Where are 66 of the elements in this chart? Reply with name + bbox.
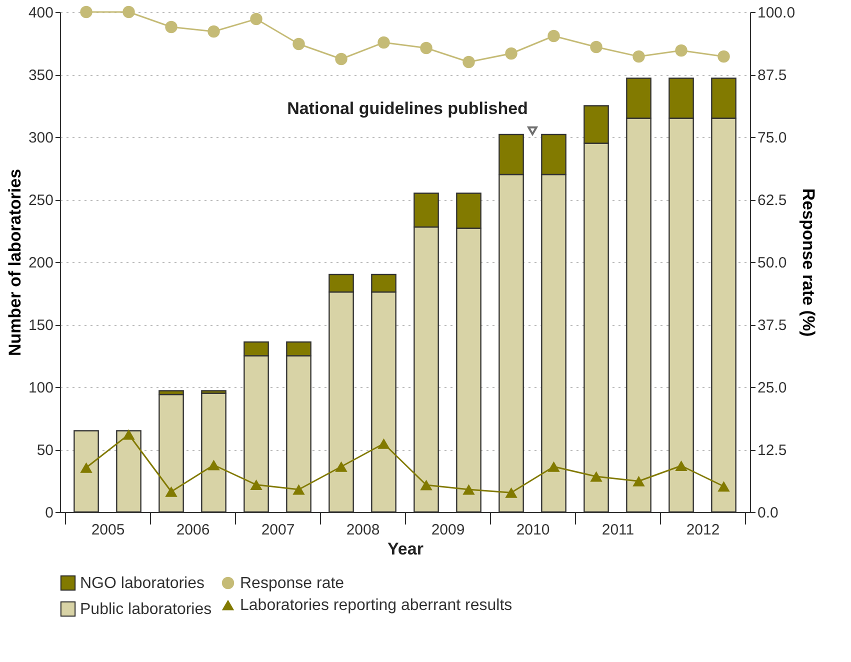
y2-tick-label: 100.0: [758, 4, 796, 22]
point: [292, 484, 305, 495]
legend-label: Public laboratories: [80, 601, 212, 618]
point: [718, 50, 730, 63]
point: [335, 461, 348, 472]
y-tick-label: 50: [36, 442, 54, 459]
point: [548, 30, 560, 42]
point: [675, 460, 688, 472]
y-axis-title: Number of laboratories: [5, 168, 24, 356]
point: [420, 42, 432, 54]
y-tick-label: 300: [28, 130, 54, 146]
x-tick-label: 2012: [686, 522, 720, 538]
legend-label: Laboratories reporting aberrant results: [240, 597, 512, 614]
point: [208, 460, 220, 470]
point: [590, 40, 602, 54]
y2-tick-label: 0.0: [758, 504, 778, 522]
point: [122, 6, 135, 18]
y2-tick-label: 50.0: [758, 254, 787, 272]
point: [590, 471, 602, 482]
y-tick-label: 150: [28, 317, 54, 334]
point: [632, 476, 645, 486]
annotation: National guidelines published: [287, 98, 528, 118]
point: [632, 50, 645, 63]
point: [378, 438, 390, 449]
point: [165, 486, 178, 497]
x-tick-label: 2006: [176, 522, 210, 538]
point: [505, 47, 518, 60]
point: [292, 38, 305, 50]
y-tick-label: 200: [28, 254, 54, 272]
x-tick-label: 2009: [431, 522, 465, 538]
point: [462, 56, 475, 68]
y-tick-label: 100: [28, 380, 54, 396]
point: [548, 461, 560, 472]
point: [250, 12, 262, 26]
x-axis-title: Year: [388, 540, 424, 558]
point: [675, 44, 688, 57]
point: [505, 487, 518, 498]
y2-tick-label: 37.5: [758, 317, 787, 334]
x-tick-label: 2008: [346, 522, 380, 538]
point: [122, 429, 135, 440]
x-tick-label: 2011: [602, 522, 634, 538]
point: [208, 25, 220, 38]
y2-tick-label: 25.0: [758, 380, 787, 396]
point: [80, 462, 92, 473]
y2-tick-label: 87.5: [758, 67, 787, 84]
point: [335, 52, 348, 66]
y2-tick-label: 12.5: [758, 442, 787, 459]
y-tick-label: 250: [28, 192, 54, 209]
legend-label: NGO laboratories: [80, 575, 204, 592]
point: [80, 6, 92, 18]
x-tick-label: 2007: [261, 522, 295, 538]
point: [378, 36, 390, 49]
y-tick-label: 0: [45, 504, 54, 522]
legend-label: Response rate: [240, 575, 344, 592]
y2-tick-label: 62.5: [758, 192, 787, 209]
y2-axis-title: Response rate (%): [799, 188, 818, 337]
y-tick-label: 400: [28, 4, 54, 22]
point: [420, 480, 432, 490]
x-tick-label: 2010: [516, 522, 550, 538]
point: [718, 481, 730, 492]
y-tick-label: 350: [28, 67, 54, 84]
point: [165, 20, 178, 34]
point: [462, 484, 475, 495]
point: [250, 479, 262, 490]
y2-tick-label: 75.0: [758, 130, 787, 146]
x-tick-label: 2005: [91, 522, 125, 538]
